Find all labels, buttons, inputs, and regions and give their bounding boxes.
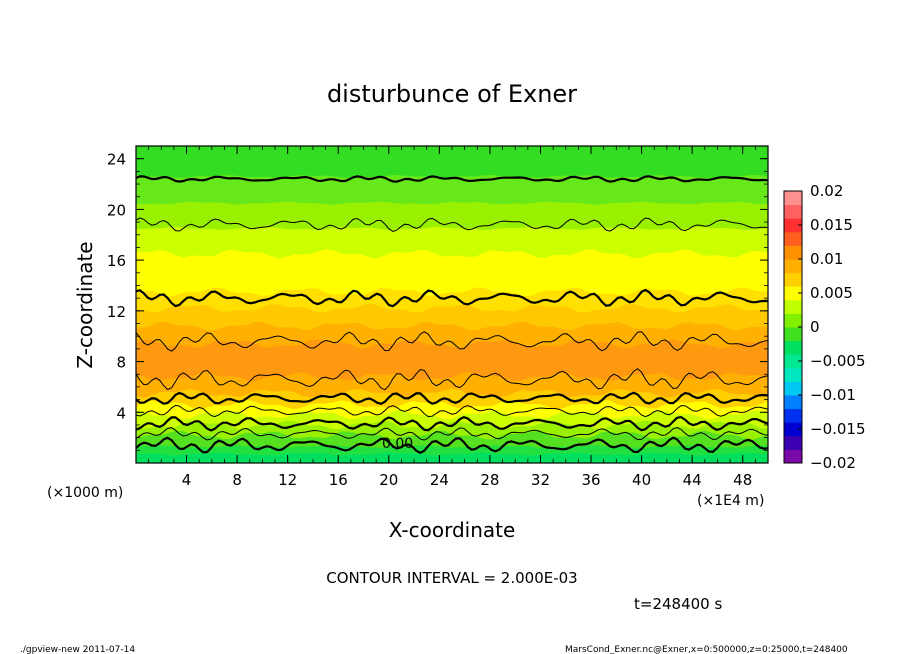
- x-tick-label: 4: [182, 471, 192, 489]
- x-tick-label: 28: [480, 471, 499, 489]
- y-axis-ticks: 4 8 12 16 20 24: [107, 151, 768, 451]
- x-tick-label: 44: [683, 471, 702, 489]
- colorbar-tick-label: −0.005: [810, 352, 866, 370]
- colorbar-swatch: [784, 422, 802, 437]
- colorbar-swatch: [784, 395, 802, 410]
- colorbar-tick-label: 0.02: [810, 182, 843, 200]
- colorbar-tick-label: 0: [810, 318, 820, 336]
- contour-label: 0.00: [382, 436, 413, 452]
- color-band: [136, 196, 768, 235]
- y-axis-label: Z-coordinate: [73, 241, 97, 368]
- colorbar-swatch: [784, 313, 802, 328]
- footer-right: MarsCond_Exner.nc@Exner,x=0:500000,z=0:2…: [565, 645, 848, 654]
- contour-line: [136, 436, 768, 455]
- color-band: [136, 146, 768, 183]
- y-tick-label: 16: [107, 252, 126, 270]
- colorbar-tick-label: −0.02: [810, 454, 856, 472]
- plot-area: [136, 146, 768, 463]
- x-tick-label: 48: [733, 471, 752, 489]
- colorbar-swatch: [784, 231, 802, 246]
- contour-line: [136, 426, 768, 441]
- x-tick-label: 32: [531, 471, 550, 489]
- colorbar-swatch: [784, 354, 802, 369]
- colorbar-swatch: [784, 191, 802, 206]
- colorbar-swatch: [784, 449, 802, 464]
- contour-line: [136, 391, 768, 405]
- x-tick-label: 36: [581, 471, 600, 489]
- colorbar-swatch: [784, 340, 802, 355]
- colorbar-swatch: [784, 408, 802, 423]
- y-tick-label: 20: [107, 201, 126, 219]
- colorbar-swatch: [784, 367, 802, 382]
- x-tick-label: 20: [379, 471, 398, 489]
- colorbar-swatch: [784, 327, 802, 342]
- colorbar-swatch: [784, 381, 802, 396]
- x-tick-label: 40: [632, 471, 651, 489]
- colorbar-swatch: [784, 204, 802, 219]
- contour-line: [136, 331, 768, 352]
- x-tick-label: 12: [278, 471, 297, 489]
- y-tick-label: 12: [107, 303, 126, 321]
- contour-line: [136, 175, 768, 183]
- contour-line: [136, 368, 768, 391]
- chart-title: disturbunce of Exner: [327, 80, 577, 108]
- contour-line: [136, 415, 768, 432]
- colorbar: [783, 190, 803, 464]
- x-tick-label: 8: [232, 471, 242, 489]
- x-axis-label: X-coordinate: [389, 518, 516, 542]
- contour-lines: [136, 175, 768, 455]
- colorbar-ticks: 0.02 0.015 0.01 0.005 0 −0.005 −0.01 −0.015 −0.0…: [798, 182, 866, 472]
- y-axis-unit: (×1000 m): [47, 485, 123, 501]
- y-tick-label: 8: [116, 354, 126, 372]
- contour-line: [136, 288, 768, 308]
- color-band: [136, 170, 768, 210]
- x-axis-ticks: 4 8 12 16 20 24 28 32 36 40 44 48: [148, 146, 756, 489]
- color-band: [136, 247, 768, 299]
- colorbar-swatch: [784, 299, 802, 314]
- contour-interval-text: CONTOUR INTERVAL = 2.000E-03: [326, 569, 577, 587]
- colorbar-swatch: [784, 272, 802, 287]
- y-tick-label: 4: [116, 404, 126, 422]
- colorbar-swatch: [784, 245, 802, 260]
- colorbar-swatch: [784, 218, 802, 233]
- colorbar-tick-label: 0.01: [810, 250, 843, 268]
- x-tick-label: 24: [430, 471, 449, 489]
- colorbar-tick-label: 0.015: [810, 216, 853, 234]
- colorbar-swatch: [784, 259, 802, 274]
- contour-line: [136, 217, 768, 232]
- colorbar-tick-label: −0.015: [810, 420, 866, 438]
- x-tick-label: 16: [329, 471, 348, 489]
- colorbar-swatch: [784, 286, 802, 301]
- y-tick-label: 24: [107, 151, 126, 169]
- color-bands: [136, 146, 768, 463]
- colorbar-swatch: [784, 435, 802, 450]
- footer-left: ./gpview-new 2011-07-14: [20, 645, 135, 654]
- color-band: [136, 447, 768, 463]
- time-text: t=248400 s: [634, 595, 722, 613]
- colorbar-tick-label: −0.01: [810, 386, 856, 404]
- color-band: [136, 337, 768, 384]
- colorbar-tick-label: 0.005: [810, 284, 853, 302]
- x-axis-unit: (×1E4 m): [697, 493, 764, 509]
- contour-line: [136, 404, 768, 418]
